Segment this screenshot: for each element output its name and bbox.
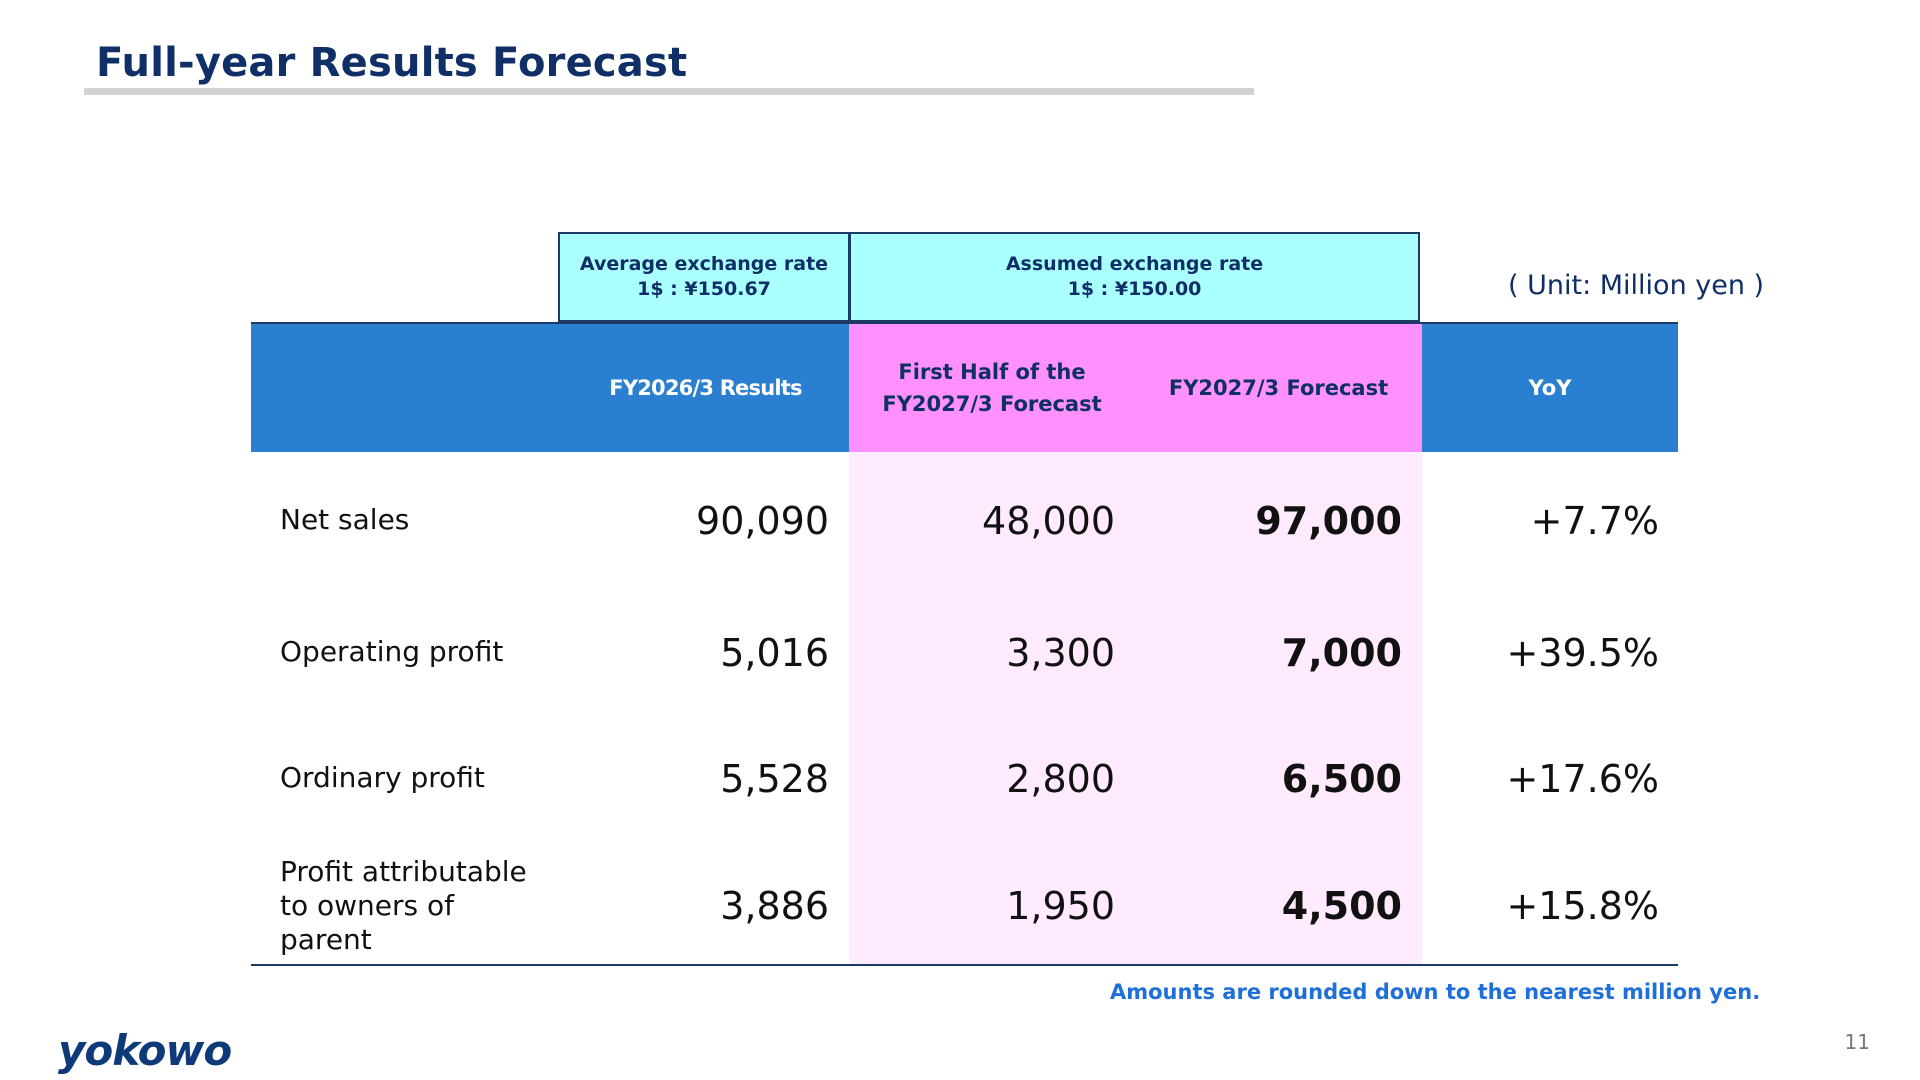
profit-attributable-yoy: +15.8% <box>1506 884 1659 928</box>
table-header-h1-fy2027-forecast: First Half of the FY2027/3 Forecast <box>849 324 1135 452</box>
profit-attributable-fy2026-results: 3,886 <box>720 884 829 928</box>
net-sales-fy2027-forecast: 97,000 <box>1255 499 1402 543</box>
average-exchange-rate-box: Average exchange rate 1$ : ¥150.67 <box>558 232 850 322</box>
table-header-fy2026-results: FY2026/3 Results <box>562 324 849 452</box>
ordinary-profit-yoy: +17.6% <box>1506 757 1659 801</box>
net-sales-yoy: +7.7% <box>1530 499 1659 543</box>
ordinary-profit-fy2026-results: 5,528 <box>720 757 829 801</box>
net-sales-h1-forecast: 48,000 <box>982 499 1115 543</box>
ordinary-profit-fy2027-forecast: 6,500 <box>1281 757 1402 801</box>
row-label-operating-profit: Operating profit <box>280 635 504 668</box>
table-header-corner <box>251 324 562 452</box>
row-label-ordinary-profit: Ordinary profit <box>280 761 485 794</box>
company-logo: yokowo <box>58 1026 232 1075</box>
fy-forecast-column-bg <box>1135 452 1422 966</box>
table-header-yoy: YoY <box>1422 324 1678 452</box>
ordinary-profit-h1-forecast: 2,800 <box>1006 757 1115 801</box>
assumed-exchange-rate-box: Assumed exchange rate 1$ : ¥150.00 <box>849 232 1420 322</box>
table-bottom-border <box>251 964 1678 966</box>
operating-profit-h1-forecast: 3,300 <box>1006 631 1115 675</box>
average-rate-value: 1$ : ¥150.67 <box>637 278 771 300</box>
h1-forecast-column-bg <box>849 452 1135 966</box>
row-label-net-sales: Net sales <box>280 503 410 536</box>
table-top-border <box>251 322 1678 325</box>
unit-label: ( Unit: Million yen ) <box>1508 270 1765 301</box>
title-underline <box>84 88 1254 95</box>
rounding-note: Amounts are rounded down to the nearest … <box>1110 980 1761 1004</box>
table-header-fy2027-forecast: FY2027/3 Forecast <box>1135 324 1422 452</box>
profit-attributable-fy2027-forecast: 4,500 <box>1281 884 1402 928</box>
page-title: Full-year Results Forecast <box>96 40 688 86</box>
page-number: 11 <box>1844 1030 1870 1054</box>
average-rate-label: Average exchange rate <box>579 253 829 275</box>
row-label-profit-attributable: Profit attributable to owners of parent <box>280 855 527 956</box>
operating-profit-fy2027-forecast: 7,000 <box>1281 631 1402 675</box>
operating-profit-yoy: +39.5% <box>1506 631 1659 675</box>
assumed-rate-label: Assumed exchange rate <box>1005 253 1264 275</box>
assumed-rate-value: 1$ : ¥150.00 <box>1067 278 1202 300</box>
operating-profit-fy2026-results: 5,016 <box>720 631 829 675</box>
table-header-h1-text: First Half of the FY2027/3 Forecast <box>882 360 1102 416</box>
profit-attributable-h1-forecast: 1,950 <box>1006 884 1115 928</box>
net-sales-fy2026-results: 90,090 <box>696 499 829 543</box>
